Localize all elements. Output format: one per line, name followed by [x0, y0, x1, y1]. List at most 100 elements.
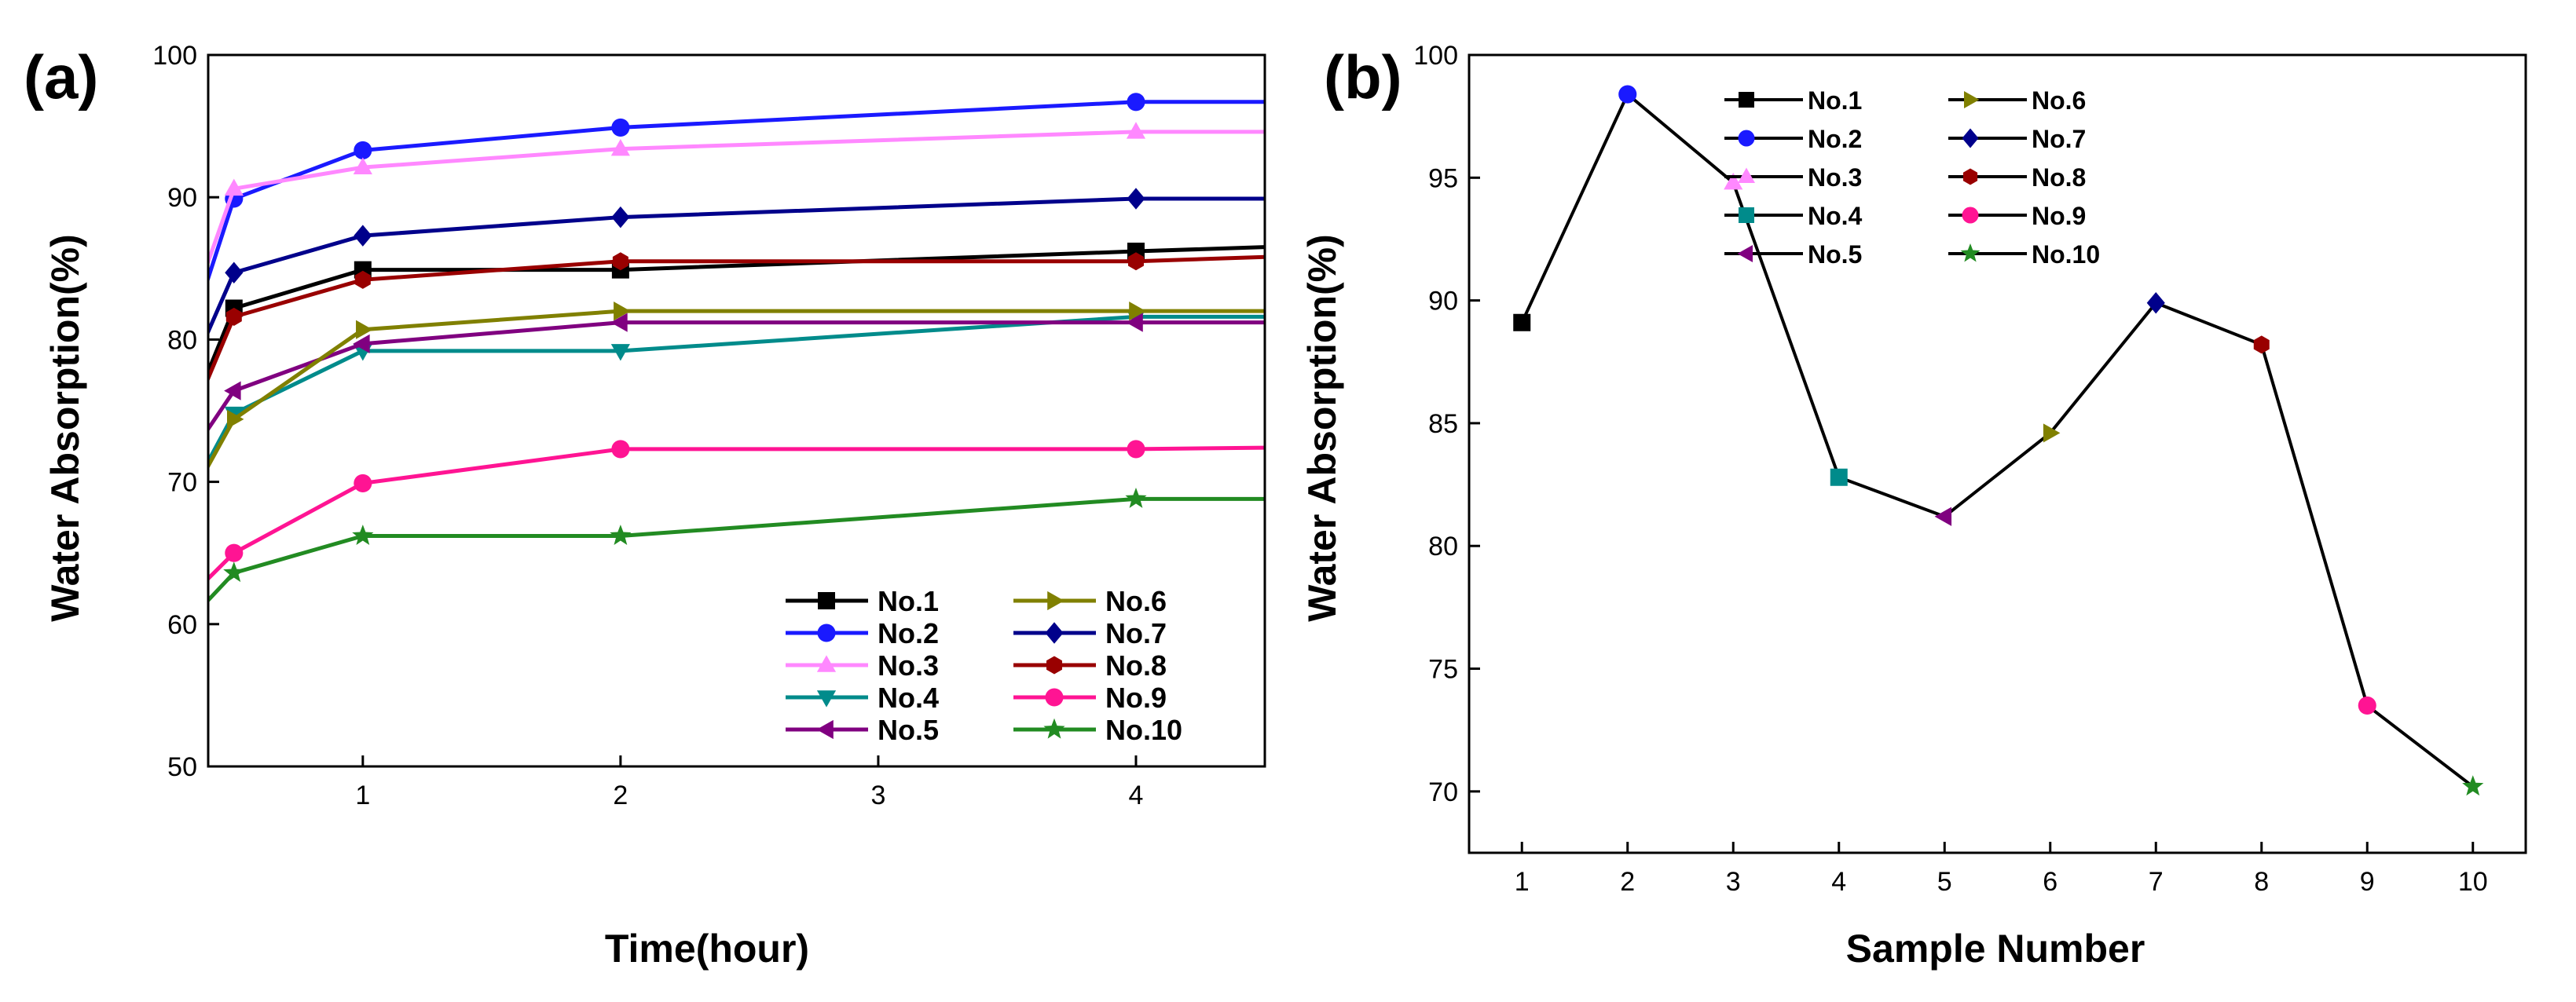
data-point-no-6: [356, 320, 373, 339]
legend-marker: [1047, 591, 1064, 611]
legend-item-no-1: No.1: [786, 585, 939, 617]
legend-item-no-5: No.5: [786, 714, 939, 746]
data-point-no-6: [227, 409, 244, 429]
data-point-no-6: [2043, 423, 2061, 443]
series-line-no-3: [208, 130, 1265, 268]
legend-label: No.7: [1105, 617, 1167, 649]
panel-a-ylabel: Water Absorption(%): [43, 234, 87, 621]
data-point-no-3: [610, 138, 630, 156]
legend-label: No.6: [2032, 86, 2086, 115]
legend-item-no-3: No.3: [1724, 163, 1862, 192]
legend-marker: [1045, 622, 1064, 644]
panel-b-xtick-label: 6: [2043, 867, 2058, 897]
legend-label: No.9: [1105, 682, 1167, 714]
panel-a: (a) Water Absorption(%) Time(hour) 50 60 7…: [24, 41, 1266, 971]
legend-item-no-10: No.10: [1013, 714, 1182, 746]
legend-item-no-7: No.7: [1948, 125, 2086, 153]
panel-a-ytick-label: 70: [167, 468, 197, 498]
data-point-no-9: [2358, 696, 2376, 715]
data-point-no-5: [353, 334, 370, 353]
panel-b-xtick-label: 8: [2254, 867, 2269, 897]
series-line-no-10: [208, 496, 1265, 604]
legend-marker: [1960, 243, 1981, 262]
legend-item-no-1: No.1: [1724, 86, 1862, 115]
panel-b-ytick-label: 85: [1428, 409, 1458, 439]
data-point-no-7: [1127, 188, 1145, 210]
panel-a-ytick-label: 60: [167, 610, 197, 640]
data-point-no-9: [1127, 440, 1145, 459]
data-point-no-8: [1127, 252, 1144, 271]
series-line-no-2: [208, 100, 1265, 285]
panel-a-ytick-label: 90: [167, 183, 197, 213]
series-line-no-9: [208, 445, 1265, 582]
series-no-2: [208, 93, 1265, 285]
panel-b-xtick-label: 4: [1831, 867, 1846, 897]
legend-item-no-8: No.8: [1948, 163, 2086, 192]
legend-label: No.3: [1808, 163, 1862, 192]
panel-b-ytick-label: 95: [1428, 163, 1458, 193]
data-point-no-2: [1127, 93, 1145, 112]
panel-b-legend: No.1 No.2 No.3 No.4 No.5 No.6 No.7 No.8 No.9 No.1…: [1724, 86, 2100, 269]
data-point-no-5: [610, 313, 628, 332]
panel-b-ytick-label: 70: [1428, 777, 1458, 807]
legend-label: No.1: [1808, 86, 1862, 115]
data-point-no-3: [224, 178, 244, 196]
data-point-no-5: [1934, 506, 1952, 526]
series-no-5: [208, 313, 1265, 433]
legend-item-no-7: No.7: [1013, 617, 1167, 649]
panel-b-ylabel: Water Absorption(%): [1300, 234, 1344, 621]
legend-marker: [818, 592, 835, 609]
legend-item-no-6: No.6: [1948, 86, 2086, 115]
legend-item-no-6: No.6: [1013, 585, 1167, 617]
legend-marker: [816, 719, 834, 740]
data-point-no-6: [1129, 302, 1146, 321]
panel-a-xlabel: Time(hour): [605, 927, 809, 971]
data-point-no-6: [614, 302, 631, 321]
legend-item-no-5: No.5: [1724, 240, 1862, 269]
panel-b-ytick-label: 100: [1413, 41, 1458, 71]
legend-marker: [1737, 245, 1753, 262]
series-line-no-5: [208, 320, 1265, 433]
series-no-6: [208, 302, 1265, 470]
legend-item-no-4: No.4: [786, 682, 939, 714]
legend-label: No.3: [878, 649, 939, 682]
data-point-no-1: [1513, 313, 1531, 331]
series-no-7: [208, 188, 1265, 337]
legend-marker: [1046, 656, 1063, 675]
panel-b-plot-area: [1513, 85, 2484, 796]
data-point-no-2: [354, 141, 372, 159]
data-point-no-10: [2462, 775, 2484, 796]
panel-a-ytick-label: 50: [167, 752, 197, 782]
data-point-no-8: [2253, 335, 2270, 354]
legend-item-no-8: No.8: [1013, 649, 1167, 682]
legend-item-no-2: No.2: [786, 617, 939, 649]
panel-b-xtick-label: 5: [1937, 867, 1952, 897]
panel-b-xtick-label: 10: [2458, 867, 2488, 897]
legend-label: No.8: [2032, 163, 2086, 192]
legend-marker: [816, 655, 837, 672]
legend-marker: [816, 690, 837, 708]
panel-b-xtick-label: 7: [2149, 867, 2164, 897]
series-line-no-4: [208, 314, 1265, 466]
legend-label: No.10: [2032, 240, 2100, 269]
panel-a-xtick-label: 1: [355, 781, 370, 810]
legend-item-no-9: No.9: [1013, 682, 1167, 714]
series-no-9: [208, 440, 1265, 582]
data-point-no-7: [2146, 291, 2165, 314]
panel-a-xtick-label: 2: [613, 781, 628, 810]
data-point-no-4: [1830, 468, 1848, 486]
data-point-no-8: [612, 252, 628, 271]
data-point-no-2: [1618, 85, 1637, 104]
data-point-no-9: [354, 474, 372, 492]
legend-label: No.1: [878, 585, 939, 617]
data-point-no-7: [354, 225, 372, 247]
panel-a-plot-area: [208, 93, 1265, 604]
panel-a-ytick-label: 80: [167, 325, 197, 355]
legend-marker: [1738, 167, 1755, 183]
panel-b-axes: 70 75 80 85 90 95 100 1 2 3 4 5 6 7 8 9 10: [1413, 41, 2487, 897]
legend-marker: [1739, 207, 1754, 223]
legend-item-no-10: No.10: [1948, 240, 2100, 269]
panel-b-label: (b): [1324, 42, 1402, 112]
legend-marker: [1739, 92, 1754, 108]
legend-item-no-4: No.4: [1724, 202, 1863, 230]
